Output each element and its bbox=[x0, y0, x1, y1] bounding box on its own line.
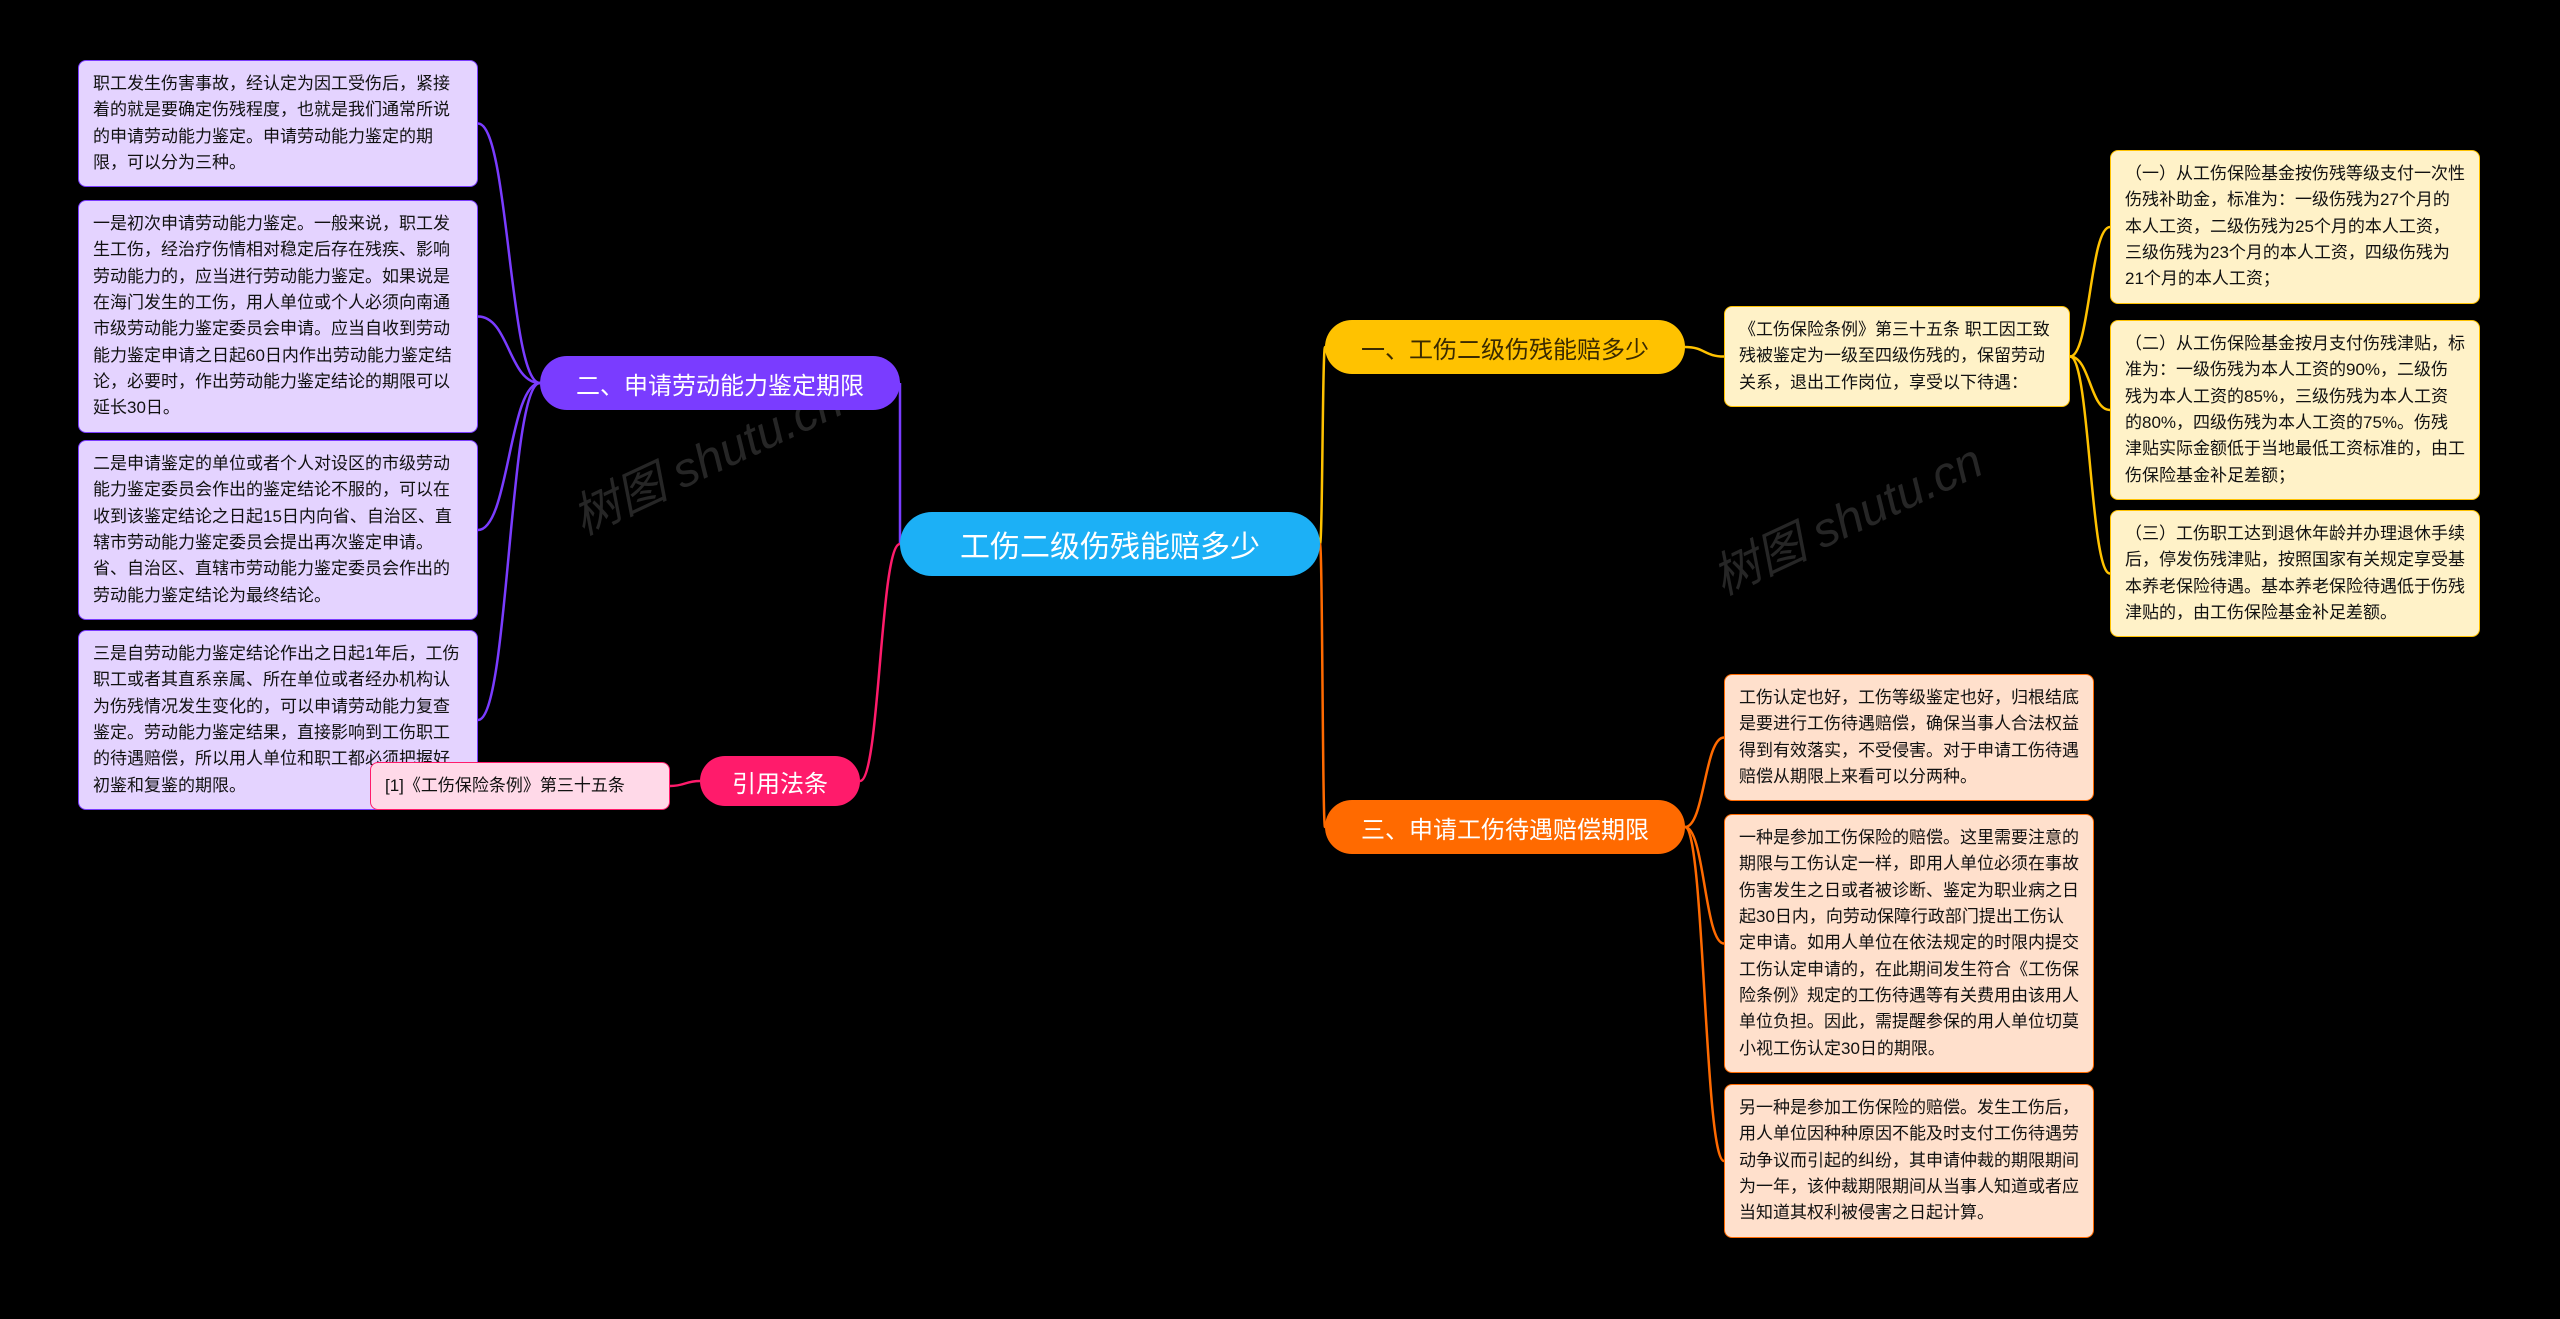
root-node[interactable]: 工伤二级伤残能赔多少 bbox=[900, 512, 1320, 576]
leaf-b2-1[interactable]: 职工发生伤害事故，经认定为因工受伤后，紧接着的就是要确定伤残程度，也就是我们通常… bbox=[78, 60, 478, 187]
branch-node-4[interactable]: 引用法条 bbox=[700, 756, 860, 806]
leaf-b1-2[interactable]: （二）从工伤保险基金按月支付伤残津贴，标准为：一级伤残为本人工资的90%，二级伤… bbox=[2110, 320, 2480, 500]
branch-node-2[interactable]: 二、申请劳动能力鉴定期限 bbox=[540, 356, 900, 410]
branch-node-1[interactable]: 一、工伤二级伤残能赔多少 bbox=[1325, 320, 1685, 374]
leaf-b3-1[interactable]: 工伤认定也好，工伤等级鉴定也好，归根结底是要进行工伤待遇赔偿，确保当事人合法权益… bbox=[1724, 674, 2094, 801]
leaf-b1-1[interactable]: （一）从工伤保险基金按伤残等级支付一次性伤残补助金，标准为：一级伤残为27个月的… bbox=[2110, 150, 2480, 304]
leaf-b4-1[interactable]: [1]《工伤保险条例》第三十五条 bbox=[370, 762, 670, 810]
branch-node-3[interactable]: 三、申请工伤待遇赔偿期限 bbox=[1325, 800, 1685, 854]
leaf-b2-3[interactable]: 二是申请鉴定的单位或者个人对设区的市级劳动能力鉴定委员会作出的鉴定结论不服的，可… bbox=[78, 440, 478, 620]
mindmap-canvas: 树图 shutu.cn 树图 shutu.cn 工伤二级伤残能赔多少 一、工伤二… bbox=[0, 0, 2560, 1319]
leaf-b3-2[interactable]: 一种是参加工伤保险的赔偿。这里需要注意的期限与工伤认定一样，即用人单位必须在事故… bbox=[1724, 814, 2094, 1073]
leaf-b3-3[interactable]: 另一种是参加工伤保险的赔偿。发生工伤后，用人单位因种种原因不能及时支付工伤待遇劳… bbox=[1724, 1084, 2094, 1238]
subnode-b1[interactable]: 《工伤保险条例》第三十五条 职工因工致残被鉴定为一级至四级伤残的，保留劳动关系，… bbox=[1724, 306, 2070, 407]
watermark: 树图 shutu.cn bbox=[1699, 422, 1992, 608]
leaf-b2-2[interactable]: 一是初次申请劳动能力鉴定。一般来说，职工发生工伤，经治疗伤情相对稳定后存在残疾、… bbox=[78, 200, 478, 433]
leaf-b1-3[interactable]: （三）工伤职工达到退休年龄并办理退休手续后，停发伤残津贴，按照国家有关规定享受基… bbox=[2110, 510, 2480, 637]
